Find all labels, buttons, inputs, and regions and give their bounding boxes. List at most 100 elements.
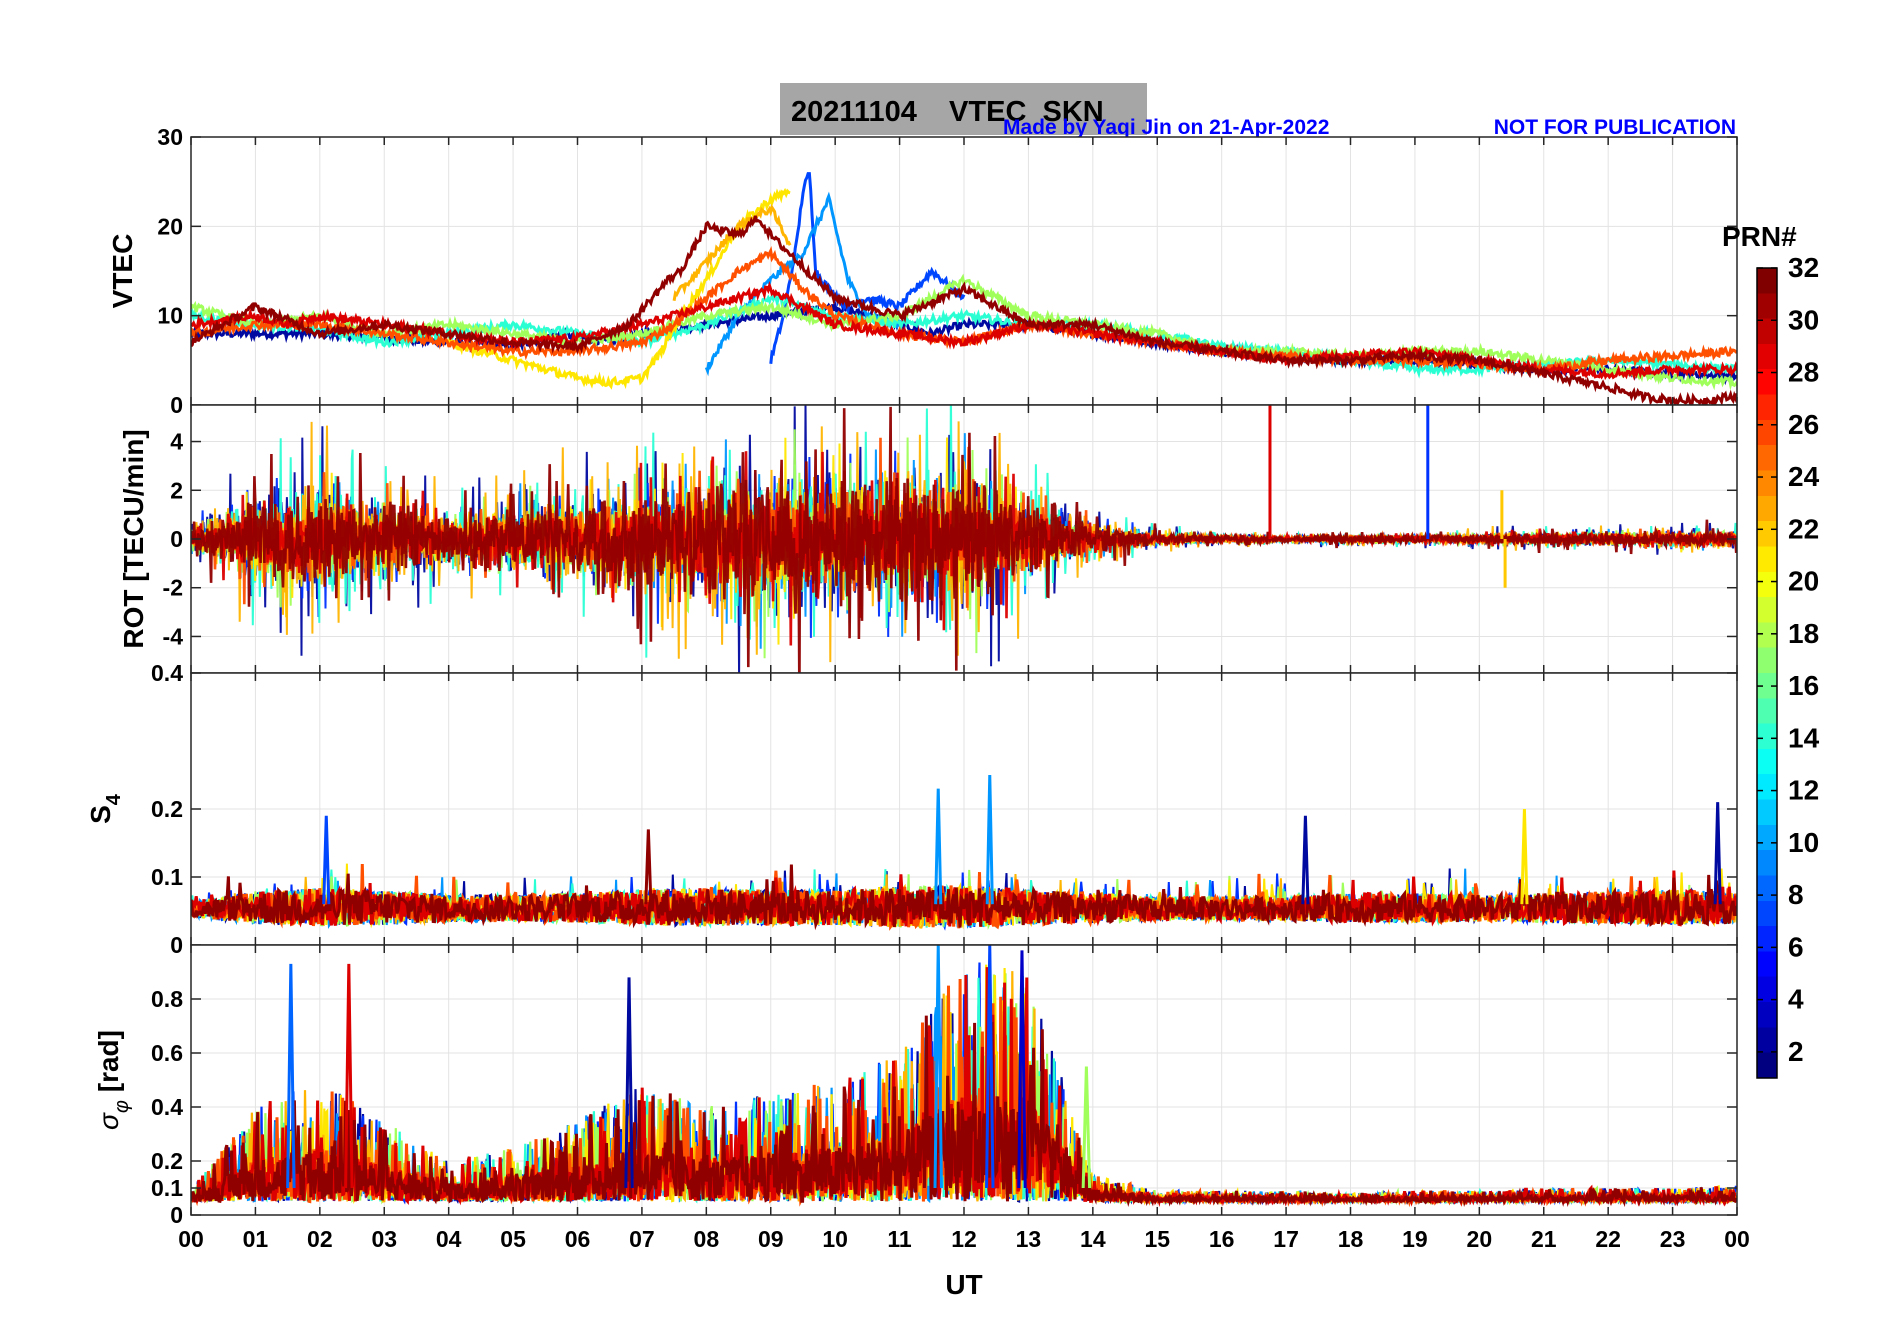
x-tick-label: 09 — [758, 1226, 784, 1252]
y-tick-label: -2 — [163, 575, 183, 601]
x-tick-label: 18 — [1338, 1226, 1364, 1252]
y-tick-label: 2 — [170, 477, 183, 503]
y-axis-label-rot: ROT [TECU/min] — [118, 429, 149, 648]
panel-vtec: 0 10 20 30 — [157, 124, 1738, 418]
y-tick-label: -4 — [163, 623, 184, 649]
series-group — [191, 774, 1737, 931]
x-tick-label: 16 — [1209, 1226, 1235, 1252]
colorbar-tick-label: 8 — [1788, 879, 1804, 910]
x-tick-label: 22 — [1595, 1226, 1621, 1252]
colorbar-tick-label: 12 — [1788, 775, 1819, 806]
y-tick-label: 0.2 — [151, 1148, 183, 1174]
s4-peak — [322, 815, 331, 905]
y-tick-label: 0.1 — [151, 1175, 183, 1201]
y-tick-label: 0 — [170, 526, 183, 552]
colorbar-tick-label: 26 — [1788, 409, 1819, 440]
sigma-phi-peak — [1017, 950, 1027, 1189]
colorbar-tick-label: 14 — [1788, 722, 1820, 753]
colorbar-tick-label: 32 — [1788, 252, 1819, 283]
rot-series — [191, 406, 1737, 673]
sigma-phi-peak — [624, 977, 634, 1189]
y-axis-label-sigma-phi: σφ [rad] — [93, 1030, 133, 1130]
s4-peak — [644, 829, 653, 905]
vtec-series-prn-31 — [191, 215, 1737, 405]
x-tick-label: 20 — [1467, 1226, 1493, 1252]
sigma-phi-peak — [933, 945, 943, 1189]
panel-sigma-phi: 00.10.2 0.4 0.6 0.8 — [151, 944, 1738, 1228]
x-tick-label: 13 — [1016, 1226, 1042, 1252]
colorbar-tick-label: 28 — [1788, 357, 1819, 388]
y-tick-label: 0.4 — [151, 1094, 183, 1120]
y-tick-label: 0.1 — [151, 864, 183, 890]
colorbar-tick-label: 18 — [1788, 618, 1819, 649]
x-tick-label: 07 — [629, 1226, 655, 1252]
x-tick-label: 14 — [1080, 1226, 1106, 1252]
s4-peak — [1520, 808, 1529, 905]
x-tick-label: 01 — [243, 1226, 269, 1252]
y-tick-label: 0.2 — [151, 796, 183, 822]
sigma-phi-peak — [985, 945, 995, 1189]
y-tick-label: 30 — [157, 124, 183, 150]
y-tick-label: 0 — [170, 392, 183, 418]
x-tick-label: 19 — [1402, 1226, 1428, 1252]
s4-peak — [1301, 815, 1310, 905]
title-box: 20211104 VTEC SKN — [780, 83, 1147, 135]
sigma-phi-peak — [286, 963, 296, 1189]
x-tick-label: 00 — [178, 1226, 204, 1252]
series-group — [191, 945, 1737, 1208]
s4-peak — [934, 788, 943, 905]
x-tick-label: 12 — [951, 1226, 977, 1252]
colorbar-tick-label: 24 — [1788, 461, 1820, 492]
chart-title: 20211104 VTEC SKN — [791, 96, 1104, 128]
x-tick-label: 11 — [887, 1226, 912, 1252]
panels: 0102030-4-202400.10.20.400.10.20.40.60.8… — [85, 124, 1750, 1252]
y-tick-label: 0.6 — [151, 1040, 183, 1066]
publication-notice: NOT FOR PUBLICATION — [1494, 116, 1736, 139]
series-group — [191, 172, 1737, 405]
y-tick-label: 0 — [170, 932, 183, 958]
x-tick-label: 02 — [307, 1226, 333, 1252]
x-axis-label: UT — [945, 1269, 982, 1300]
y-tick-label: 20 — [157, 213, 183, 239]
colorbar-tick-label: 22 — [1788, 513, 1819, 544]
colorbar-tick-label: 30 — [1788, 304, 1819, 335]
y-axis-label-vtec: VTEC — [107, 234, 138, 309]
x-tick-label: 08 — [694, 1226, 720, 1252]
x-tick-label: 04 — [436, 1226, 462, 1252]
x-tick-label: 00 — [1724, 1226, 1750, 1252]
x-tick-label: 03 — [371, 1226, 397, 1252]
s4-peak — [1713, 802, 1722, 905]
x-tick-label: 17 — [1273, 1226, 1299, 1252]
x-tick-label: 23 — [1660, 1226, 1686, 1252]
y-tick-label: 0.8 — [151, 986, 183, 1012]
s4-peak — [985, 774, 994, 905]
colorbar-tick-label: 10 — [1788, 827, 1819, 858]
y-axis-label-s4: S4 — [85, 793, 125, 824]
y-tick-label: 0.4 — [151, 660, 183, 686]
s4-series — [191, 864, 1737, 931]
y-tick-label: 0 — [170, 1202, 183, 1228]
x-tick-label: 06 — [565, 1226, 591, 1252]
y-tick-label: 10 — [157, 303, 183, 329]
panel-s4: 0 0.1 0.2 0.4 — [151, 660, 1738, 958]
colorbar-label: PRN# — [1722, 221, 1797, 252]
x-tick-label: 05 — [500, 1226, 526, 1252]
x-tick-label: 21 — [1531, 1226, 1557, 1252]
vtec-series-prn-6 — [769, 172, 966, 364]
sigma-phi-series — [191, 1015, 1737, 1208]
panel-rot: -4 -2 0 2 4 — [163, 404, 1738, 674]
y-tick-label: 4 — [170, 429, 183, 455]
series-group — [191, 405, 1737, 673]
colorbar-tick-label: 20 — [1788, 566, 1819, 597]
sigma-phi-peak — [344, 963, 354, 1189]
sigma-phi-peak — [1081, 1066, 1092, 1189]
colorbar-tick-label: 16 — [1788, 670, 1819, 701]
colorbar-tick-label: 6 — [1788, 931, 1804, 962]
colorbar-gradient — [1756, 267, 1778, 1079]
colorbar-tick-label: 2 — [1788, 1036, 1804, 1067]
author-credit: Made by Yaqi Jin on 21-Apr-2022 — [1003, 116, 1329, 139]
x-tick-label: 10 — [822, 1226, 848, 1252]
